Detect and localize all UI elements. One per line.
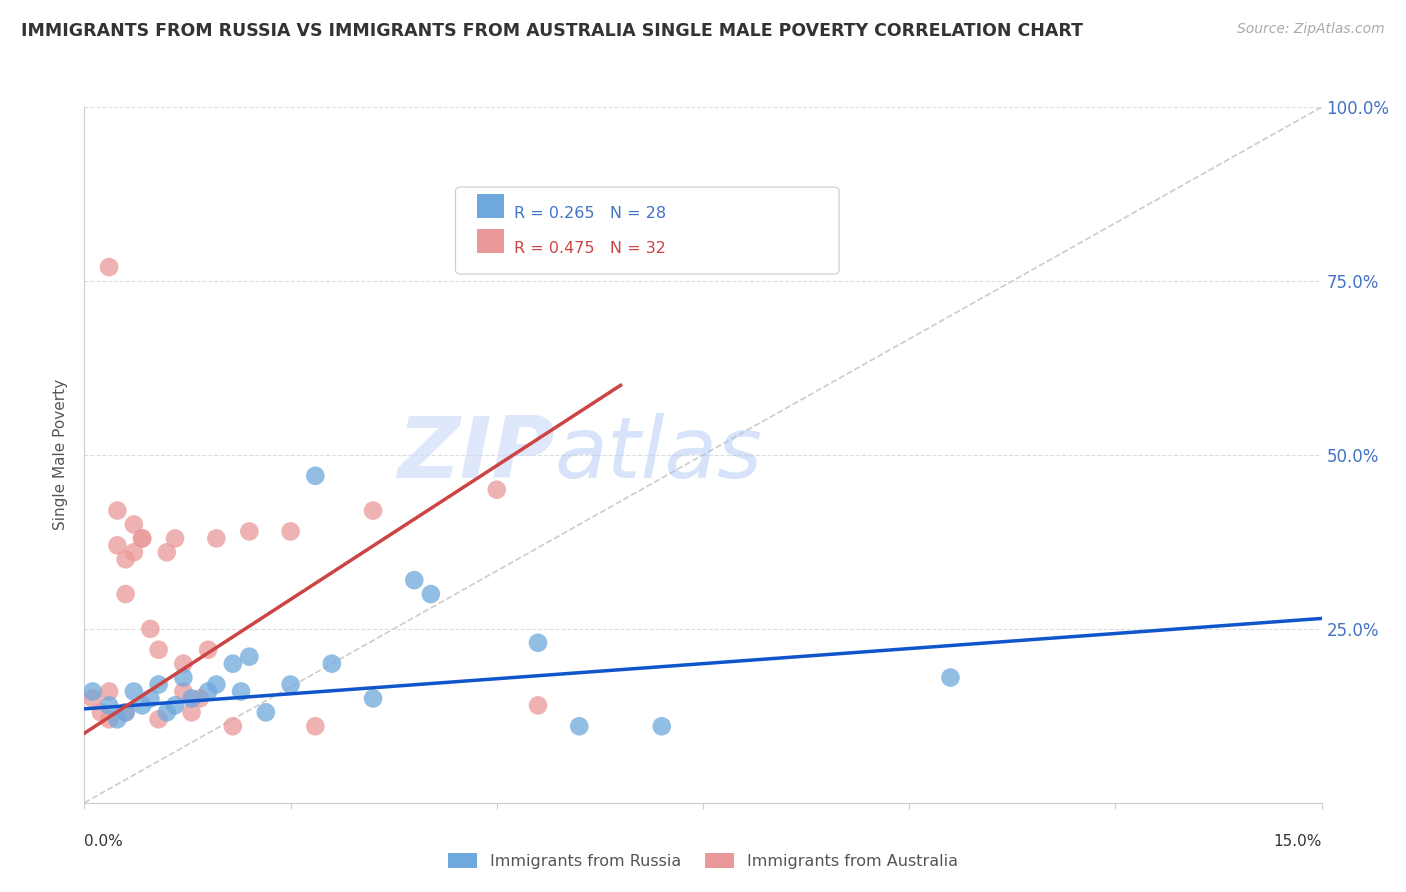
Point — [651, 719, 673, 733]
Point — [361, 503, 384, 517]
Legend: Immigrants from Russia, Immigrants from Australia: Immigrants from Russia, Immigrants from … — [441, 847, 965, 875]
Point — [105, 503, 128, 517]
Point — [238, 649, 260, 664]
Point — [156, 545, 179, 559]
Point — [131, 532, 153, 546]
Point — [172, 657, 194, 671]
Point — [361, 691, 384, 706]
Point — [419, 587, 441, 601]
Point — [82, 684, 104, 698]
Point — [114, 587, 136, 601]
Point — [98, 698, 121, 713]
Y-axis label: Single Male Poverty: Single Male Poverty — [53, 379, 69, 531]
Text: 15.0%: 15.0% — [1274, 834, 1322, 849]
Point — [222, 719, 245, 733]
Point — [568, 719, 591, 733]
Text: 0.0%: 0.0% — [84, 834, 124, 849]
Point — [148, 677, 170, 691]
Point — [939, 671, 962, 685]
Point — [238, 524, 260, 539]
Text: ZIP: ZIP — [396, 413, 554, 497]
Point — [139, 622, 162, 636]
Point — [222, 657, 245, 671]
Point — [139, 691, 162, 706]
Point — [280, 524, 302, 539]
Text: atlas: atlas — [554, 413, 762, 497]
Point — [485, 483, 508, 497]
Point — [156, 706, 179, 720]
Point — [122, 545, 145, 559]
Text: IMMIGRANTS FROM RUSSIA VS IMMIGRANTS FROM AUSTRALIA SINGLE MALE POVERTY CORRELAT: IMMIGRANTS FROM RUSSIA VS IMMIGRANTS FRO… — [21, 22, 1083, 40]
Point — [148, 642, 170, 657]
Point — [98, 260, 121, 274]
Point — [180, 706, 202, 720]
Point — [404, 573, 426, 587]
Text: R = 0.475   N = 32: R = 0.475 N = 32 — [513, 241, 665, 256]
FancyBboxPatch shape — [456, 187, 839, 274]
Point — [148, 712, 170, 726]
Text: Source: ZipAtlas.com: Source: ZipAtlas.com — [1237, 22, 1385, 37]
Point — [114, 706, 136, 720]
Point — [98, 684, 121, 698]
Point — [98, 712, 121, 726]
Point — [172, 684, 194, 698]
Point — [114, 706, 136, 720]
Point — [180, 691, 202, 706]
Point — [197, 642, 219, 657]
Point — [131, 532, 153, 546]
Bar — [477, 194, 503, 219]
Point — [105, 538, 128, 552]
Point — [165, 532, 187, 546]
Point — [172, 671, 194, 685]
Point — [82, 691, 104, 706]
Point — [114, 552, 136, 566]
Point — [205, 677, 228, 691]
Point — [165, 698, 187, 713]
Point — [280, 677, 302, 691]
Point — [254, 706, 277, 720]
Point — [188, 691, 211, 706]
Point — [122, 517, 145, 532]
Point — [527, 698, 550, 713]
Point — [321, 657, 343, 671]
Text: R = 0.265   N = 28: R = 0.265 N = 28 — [513, 206, 666, 221]
Point — [105, 712, 128, 726]
Point — [527, 636, 550, 650]
Point — [131, 698, 153, 713]
Point — [122, 684, 145, 698]
Point — [229, 684, 252, 698]
Point — [90, 706, 112, 720]
Point — [205, 532, 228, 546]
Point — [304, 719, 326, 733]
Bar — [477, 229, 503, 253]
Point — [304, 468, 326, 483]
Point — [197, 684, 219, 698]
